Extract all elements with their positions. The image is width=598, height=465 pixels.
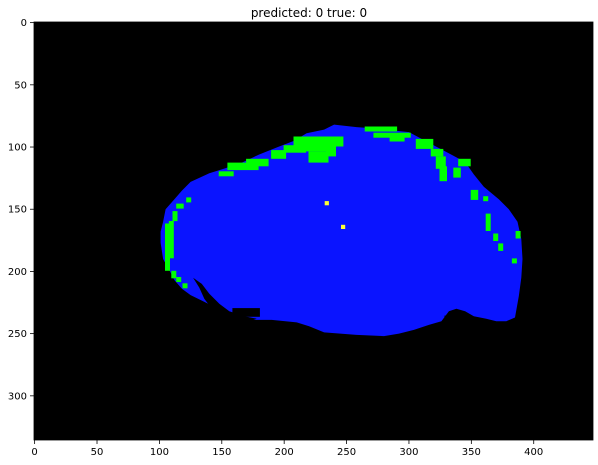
boundary-patch bbox=[301, 143, 331, 152]
boundary-patch bbox=[227, 162, 259, 171]
image-panel bbox=[33, 21, 594, 441]
boundary-patch bbox=[176, 277, 182, 282]
x-tick-label: 350 bbox=[462, 447, 481, 458]
y-tick-label: 50 bbox=[14, 80, 27, 91]
y-tick-label: 250 bbox=[8, 329, 27, 340]
boundary-patch bbox=[326, 146, 336, 157]
boundary-patch bbox=[493, 233, 499, 241]
y-tick-label: 200 bbox=[8, 267, 27, 278]
mri-scan bbox=[160, 124, 523, 337]
boundary-patch bbox=[218, 171, 234, 177]
boundary-patch bbox=[511, 258, 517, 264]
boundary-patch bbox=[283, 145, 307, 153]
x-tick-label: 200 bbox=[275, 447, 294, 458]
boundary-patch bbox=[483, 196, 489, 202]
y-tick-label: 150 bbox=[8, 205, 27, 216]
x-tick-label: 400 bbox=[524, 447, 543, 458]
tissue-region bbox=[160, 124, 523, 337]
boundary-patch bbox=[435, 156, 446, 169]
boundary-patch bbox=[498, 243, 504, 251]
boundary-patch bbox=[172, 211, 178, 222]
boundary-patch bbox=[373, 132, 411, 138]
boundary-patch bbox=[515, 231, 521, 239]
marker-pixel bbox=[341, 224, 346, 229]
x-tick-label: 300 bbox=[399, 447, 418, 458]
boundary-patch bbox=[470, 189, 479, 200]
axes-frame bbox=[33, 21, 594, 441]
boundary-patch bbox=[485, 213, 491, 231]
y-axis: 0 50 100 150 200 250 300 bbox=[8, 18, 34, 402]
tissue-gap bbox=[444, 315, 457, 326]
boundary-patch bbox=[364, 126, 398, 132]
tissue-gap bbox=[232, 308, 260, 317]
figure-title: predicted: 0 true: 0 bbox=[251, 6, 367, 20]
boundary-patch bbox=[246, 158, 269, 167]
x-axis: 0 50 100 150 200 250 300 350 400 bbox=[31, 440, 543, 458]
x-tick-label: 0 bbox=[31, 447, 37, 458]
boundary-patch bbox=[168, 221, 174, 259]
boundary-patch bbox=[415, 138, 434, 149]
boundary-patch bbox=[165, 223, 170, 271]
marker-pixel bbox=[324, 201, 329, 206]
boundary-patch bbox=[271, 150, 287, 159]
x-tick-label: 150 bbox=[212, 447, 231, 458]
boundary-patch bbox=[389, 136, 405, 142]
boundary-patch bbox=[453, 167, 461, 178]
boundary-patch bbox=[176, 203, 184, 209]
tissue-gap bbox=[193, 277, 257, 323]
y-tick-label: 300 bbox=[8, 391, 27, 402]
y-tick-label: 0 bbox=[21, 18, 27, 29]
boundary-patch bbox=[458, 158, 471, 167]
boundary-patch bbox=[182, 283, 188, 289]
x-tick-label: 250 bbox=[337, 447, 356, 458]
boundary-patch bbox=[186, 197, 192, 203]
x-tick-label: 50 bbox=[91, 447, 104, 458]
boundary-patch bbox=[308, 151, 329, 163]
boundary-patch bbox=[439, 166, 447, 182]
boundary-patch bbox=[293, 136, 344, 147]
x-tick-label: 100 bbox=[150, 447, 169, 458]
y-tick-label: 100 bbox=[8, 143, 27, 154]
boundary-patch bbox=[430, 148, 444, 157]
boundary-patch bbox=[171, 270, 177, 279]
